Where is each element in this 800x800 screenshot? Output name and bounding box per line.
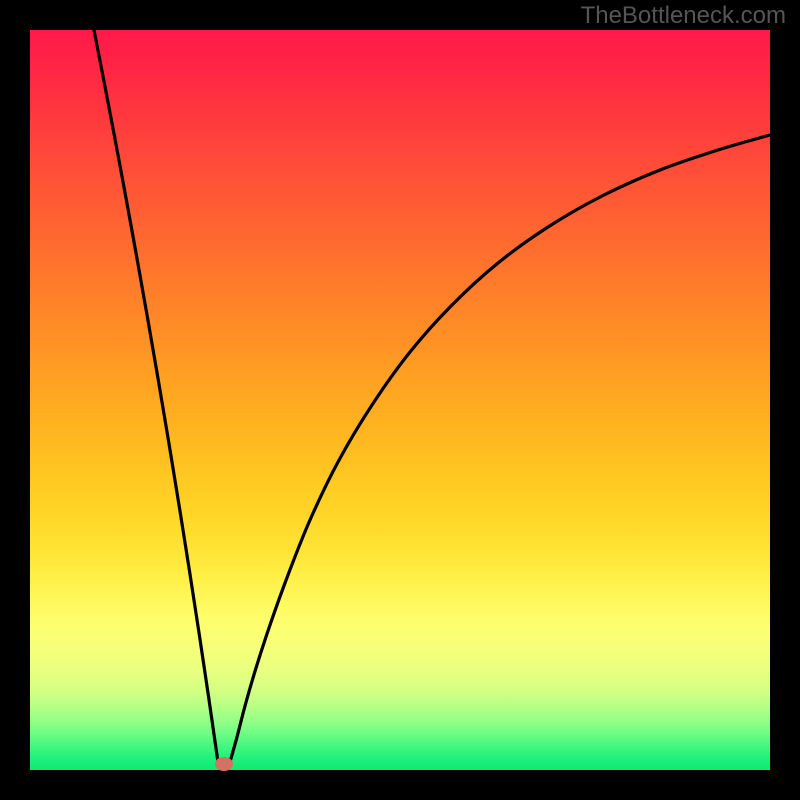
chart-svg (0, 0, 800, 800)
watermark-text: TheBottleneck.com (581, 2, 786, 30)
chart-container: TheBottleneck.com (0, 0, 800, 800)
minimum-marker (215, 757, 233, 771)
gradient-plot-area (30, 30, 770, 770)
